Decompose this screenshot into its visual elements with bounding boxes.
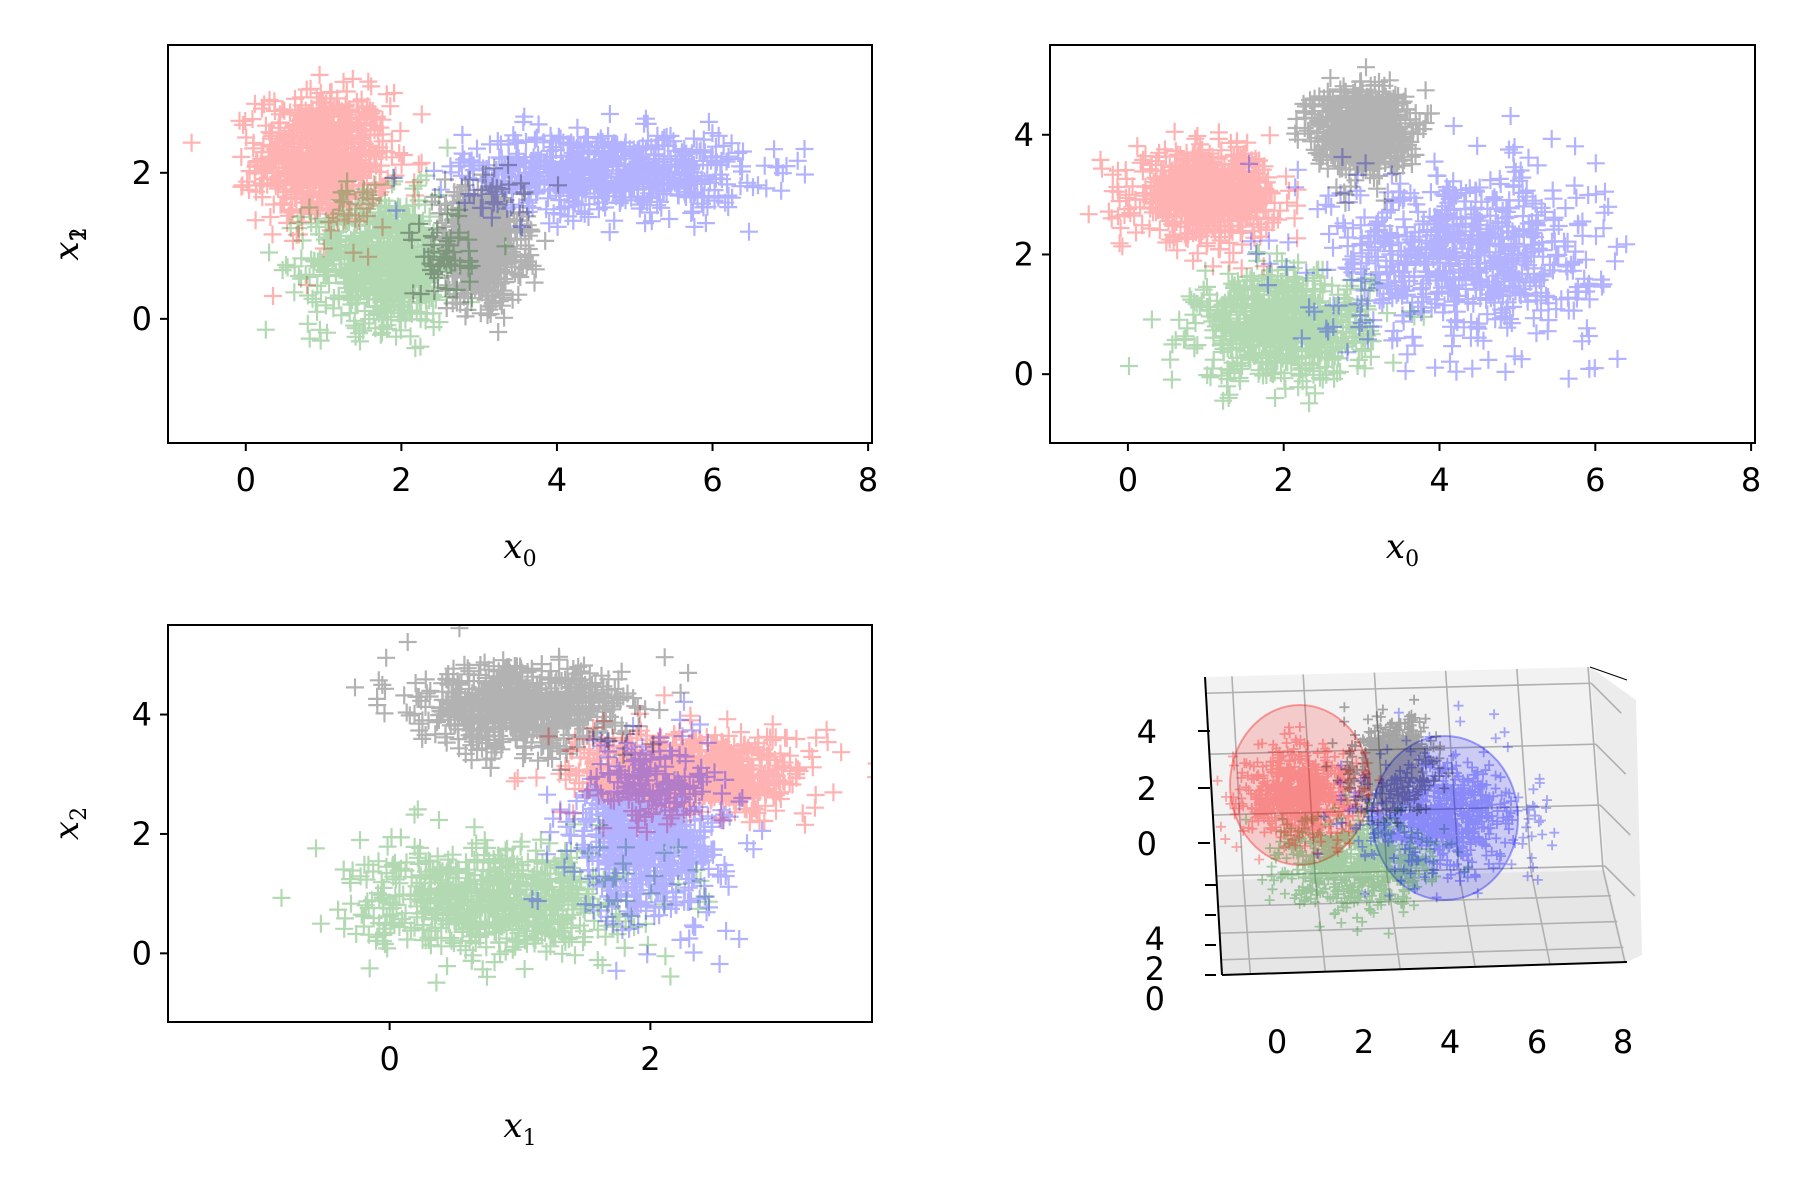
3d-y-tick-label: 4	[1145, 920, 1165, 958]
3d-y-tick-label: 0	[1145, 980, 1165, 1018]
3d-x-tick-label: 8	[1613, 1023, 1633, 1061]
cluster-black-points	[1286, 58, 1440, 212]
x-tick-label: 0	[236, 461, 256, 499]
x-axis-label: x1	[503, 1106, 536, 1151]
3d-z-tick-label: 4	[1137, 713, 1157, 751]
x-tick-label: 2	[391, 461, 411, 499]
3d-grid	[1205, 666, 1636, 975]
cluster-red-points	[1079, 122, 1307, 278]
axes-frame	[167, 44, 873, 444]
cluster-red-points	[505, 686, 872, 841]
3d-cluster-black-points	[1321, 694, 1454, 828]
3d-spheres	[1229, 704, 1519, 901]
3d-axes	[1204, 666, 1628, 976]
x-axis-label: x0	[1386, 527, 1419, 572]
cluster-blue-points	[384, 105, 814, 242]
3d-y-tick-label: 2	[1145, 950, 1165, 988]
x-tick-label: 6	[702, 461, 722, 499]
y-tick-label: 4	[132, 696, 152, 734]
x-tick-label: 2	[1274, 461, 1294, 499]
cluster-black-points	[346, 625, 698, 779]
3d-z-tick-label: 0	[1137, 825, 1157, 863]
x-tick-label: 0	[1118, 461, 1138, 499]
scatter-plot-x0-x2: 0 2 4 6 8 0 2 4 x0 x2	[47, 44, 1761, 572]
scatter-plot-x1-x2: 0 2 0 2 4 x1 x2	[47, 624, 873, 1151]
cluster-blue-points	[523, 692, 772, 980]
x-tick-label: 4	[1429, 461, 1449, 499]
x-tick-label: 2	[640, 1040, 660, 1078]
x-tick-label: 0	[379, 1040, 399, 1078]
3d-x-tick-label: 6	[1527, 1023, 1547, 1061]
y-tick-label: 2	[132, 815, 152, 853]
x-tick-label: 4	[547, 461, 567, 499]
cluster-blue-points	[1240, 107, 1636, 388]
sphere-blue	[1371, 735, 1519, 901]
3d-points	[1212, 694, 1560, 939]
3d-x-tick-label: 2	[1354, 1023, 1374, 1061]
x-axis-label: x0	[503, 527, 536, 572]
3d-cluster-red-points	[1212, 722, 1385, 865]
cluster-green-points	[272, 800, 718, 992]
cluster-red-points	[182, 65, 431, 305]
3d-cluster-blue-points	[1313, 700, 1560, 903]
y-tick-label: 0	[132, 934, 152, 972]
3d-x-tick-label: 4	[1440, 1023, 1460, 1061]
x-tick-label: 8	[1741, 461, 1761, 499]
x-tick-label: 6	[1585, 461, 1605, 499]
axes-frame	[167, 624, 873, 1023]
cluster-green-points	[256, 138, 515, 358]
y-tick-label: 4	[1014, 116, 1034, 154]
y-axis-label: x2	[47, 227, 92, 260]
3d-cluster-green-points	[1241, 790, 1474, 939]
y-tick-label: 2	[1014, 235, 1034, 273]
cluster-green-points	[1120, 243, 1433, 413]
3d-z-tick-label: 2	[1137, 770, 1157, 808]
cluster-black-points	[400, 156, 567, 341]
sphere-red	[1229, 704, 1371, 866]
y-axis-label: x2	[47, 807, 92, 840]
y-tick-label: 0	[132, 300, 152, 338]
3d-panes	[1205, 667, 1642, 975]
x-tick-label: 8	[858, 461, 878, 499]
y-tick-label: 0	[1014, 355, 1034, 393]
axes-frame	[1049, 44, 1756, 444]
3d-x-tick-label: 0	[1267, 1023, 1287, 1061]
y-tick-label: 2	[132, 154, 152, 192]
